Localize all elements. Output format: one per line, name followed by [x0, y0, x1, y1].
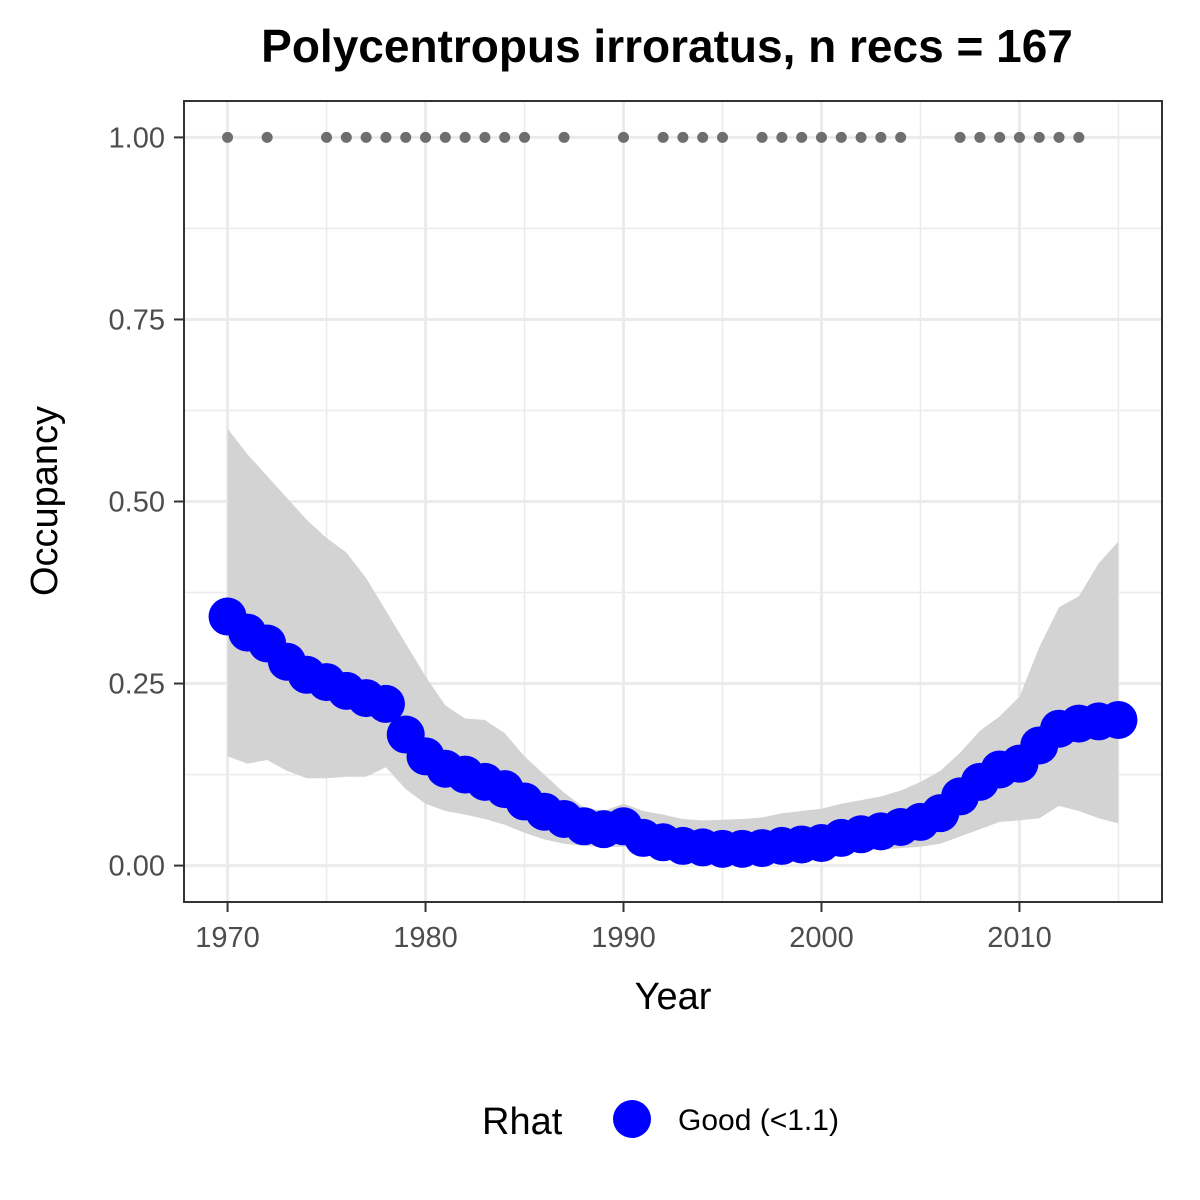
record-point	[835, 131, 847, 143]
record-point	[400, 131, 412, 143]
record-point	[261, 131, 273, 143]
record-point	[1033, 131, 1045, 143]
credible-interval-ribbon	[227, 428, 1119, 855]
legend: Rhat Good (<1.1)	[482, 1100, 839, 1143]
record-point	[340, 131, 352, 143]
record-point	[657, 131, 669, 143]
record-point	[756, 131, 768, 143]
record-point	[459, 131, 471, 143]
record-point	[558, 131, 570, 143]
record-point	[954, 131, 966, 143]
record-point	[519, 131, 531, 143]
y-tick-label: 0.50	[109, 487, 165, 519]
plot-panel	[183, 100, 1163, 903]
x-axis-title: Year	[635, 976, 712, 1018]
record-point	[815, 131, 827, 143]
record-point	[1053, 131, 1065, 143]
y-tick-label: 0.75	[109, 304, 165, 336]
x-tick-label: 2010	[987, 922, 1052, 954]
x-axis: 1970 1980 1990 2000 2010	[195, 902, 1052, 954]
record-point	[1013, 131, 1025, 143]
y-tick-label: 0.25	[109, 669, 165, 701]
record-point	[716, 131, 728, 143]
record-point	[1073, 131, 1085, 143]
record-point	[420, 131, 432, 143]
x-tick-label: 1990	[591, 922, 656, 954]
credible-interval-layer	[227, 428, 1119, 855]
legend-label-good: Good (<1.1)	[678, 1104, 839, 1137]
x-tick-label: 2000	[789, 922, 854, 954]
record-point	[796, 131, 808, 143]
record-point	[875, 131, 887, 143]
record-point	[439, 131, 451, 143]
record-point	[697, 131, 709, 143]
record-point	[380, 131, 392, 143]
y-tick-label: 0.00	[109, 851, 165, 883]
record-point	[479, 131, 491, 143]
y-tick-label: 1.00	[109, 122, 165, 154]
y-axis-title: Occupancy	[24, 406, 66, 596]
record-point	[499, 131, 511, 143]
occupancy-points-layer	[208, 597, 1138, 868]
record-point	[974, 131, 986, 143]
record-point	[618, 131, 630, 143]
legend-key-good	[613, 1100, 651, 1138]
record-point	[360, 131, 372, 143]
record-point	[222, 131, 234, 143]
occupancy-point	[366, 684, 405, 723]
record-points-layer	[222, 131, 1085, 143]
record-point	[855, 131, 867, 143]
legend-title: Rhat	[482, 1101, 563, 1143]
y-axis: 0.00 0.25 0.50 0.75 1.00	[109, 122, 184, 883]
record-point	[776, 131, 788, 143]
record-point	[994, 131, 1006, 143]
x-tick-label: 1970	[195, 922, 260, 954]
chart-title: Polycentropus irroratus, n recs = 167	[261, 20, 1073, 72]
record-point	[321, 131, 333, 143]
x-tick-label: 1980	[393, 922, 458, 954]
record-point	[677, 131, 689, 143]
occupancy-point	[1099, 700, 1138, 739]
record-point	[895, 131, 907, 143]
